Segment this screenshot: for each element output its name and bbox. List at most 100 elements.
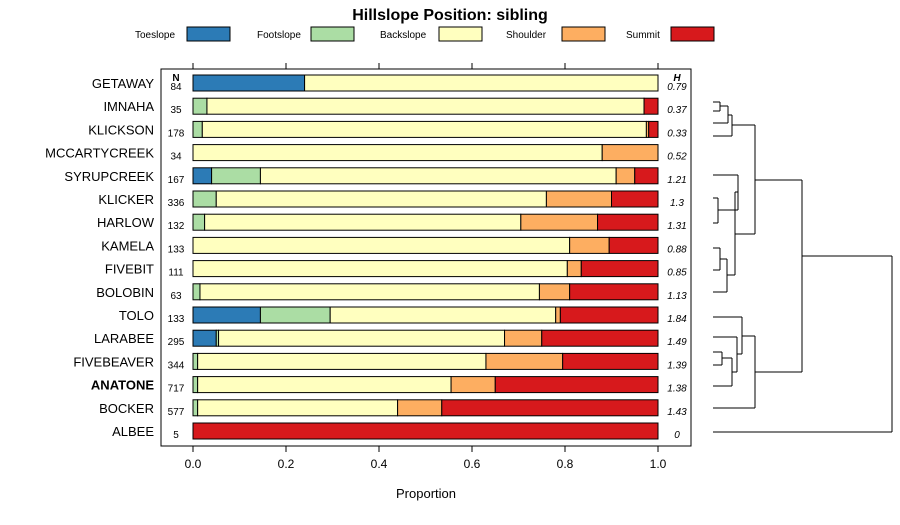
row-n: 344 <box>168 360 185 371</box>
row-h: 1.49 <box>667 337 687 348</box>
row-n: 132 <box>168 221 185 232</box>
bar-segment <box>597 213 659 231</box>
bar-segment <box>192 376 199 394</box>
legend-swatch <box>310 26 355 42</box>
bar-segment <box>566 260 582 278</box>
bar-segment <box>192 236 571 254</box>
bar-segment <box>569 283 659 301</box>
bar-segment <box>192 283 201 301</box>
bar-segment <box>520 213 599 231</box>
bar-segment <box>329 306 557 324</box>
bar-segment <box>192 190 217 208</box>
row-n: 577 <box>168 407 185 418</box>
row-h: 0.88 <box>667 244 687 255</box>
legend-swatch <box>438 26 483 42</box>
row-h: 1.13 <box>667 291 687 302</box>
bar-rows: GETAWAY 84 0.79 IMNAHA 35 0.37 KLICKSON 178 0.33… <box>45 74 687 441</box>
row-n: 84 <box>170 82 182 93</box>
bar-segment <box>218 329 506 347</box>
dendrogram-branch <box>713 247 721 271</box>
bar-segment <box>197 399 399 417</box>
bar-segment <box>494 376 659 394</box>
x-tick-label: 0.2 <box>278 457 295 471</box>
row-h: 0.52 <box>667 152 687 163</box>
bar-segment <box>304 74 659 92</box>
row-label: ALBEE <box>112 424 154 439</box>
bar-segment <box>204 213 522 231</box>
bar-segment <box>192 74 306 92</box>
row-n: 133 <box>168 244 185 255</box>
legend-label: Footslope <box>257 30 301 41</box>
bar-segment <box>545 190 613 208</box>
bar-segment <box>192 352 199 370</box>
row-label: MCCARTYCREEK <box>45 146 154 161</box>
bar-segment <box>192 120 203 138</box>
row-n: 34 <box>170 152 182 163</box>
bar-segment <box>634 167 659 185</box>
row-label: TOLO <box>119 308 154 323</box>
row-n: 63 <box>170 291 182 302</box>
bar-segment <box>562 352 659 370</box>
bar-segment <box>206 97 645 115</box>
bar-segment <box>192 422 659 440</box>
x-tick-label: 1.0 <box>650 457 667 471</box>
row-n: 336 <box>168 198 185 209</box>
row-label: KLICKER <box>98 192 154 207</box>
row-h: 1.84 <box>667 314 687 325</box>
row-h: 1.38 <box>667 384 687 395</box>
dendrogram <box>713 101 893 433</box>
row-n: 5 <box>173 430 179 441</box>
row-label: BOLOBIN <box>96 285 154 300</box>
bar-segment <box>259 306 331 324</box>
x-axis: 0.0 0.2 0.4 0.6 0.8 1.0 <box>185 63 667 471</box>
row-n: 133 <box>168 314 185 325</box>
plot-frame <box>160 68 692 447</box>
row-label: KAMELA <box>101 238 154 253</box>
bar-segment <box>601 144 659 162</box>
row-h: 0.79 <box>667 82 687 93</box>
row-n: 111 <box>168 268 184 279</box>
x-tick-label: 0.6 <box>464 457 481 471</box>
bar-segment <box>192 144 603 162</box>
bar-segment <box>192 167 213 185</box>
dendrogram-branch <box>713 197 719 224</box>
dendrogram-branch <box>755 179 803 373</box>
bar-segment <box>197 376 452 394</box>
chart-title: Hillslope Position: sibling <box>352 7 548 24</box>
dendrogram-branch <box>713 114 733 137</box>
bar-segment <box>201 120 647 138</box>
row-h: 0.33 <box>667 128 687 139</box>
dendrogram-branch <box>713 255 893 433</box>
dendrogram-branch <box>713 351 723 366</box>
bar-segment <box>259 167 617 185</box>
legend-label: Toeslope <box>135 30 175 41</box>
row-h: 1.21 <box>667 175 686 186</box>
bar-segment <box>569 236 610 254</box>
n-header: N <box>172 73 179 84</box>
bar-segment <box>441 399 659 417</box>
x-axis-title: Proportion <box>396 486 456 501</box>
bar-segment <box>192 260 568 278</box>
legend-swatch <box>561 26 606 42</box>
row-n: 35 <box>170 105 182 116</box>
bar-segment <box>611 190 659 208</box>
x-tick-label: 0.0 <box>185 457 202 471</box>
legend-label: Shoulder <box>506 30 547 41</box>
bar-segment <box>559 306 659 324</box>
bar-segment <box>615 167 636 185</box>
bar-segment <box>192 213 206 231</box>
row-h: 1.39 <box>667 360 687 371</box>
x-tick-label: 0.4 <box>371 457 388 471</box>
row-label: SYRUPCREEK <box>64 169 154 184</box>
bar-segment <box>199 283 540 301</box>
legend: Toeslope Footslope Backslope Shoulder Summit <box>135 26 715 42</box>
row-n: 717 <box>168 384 185 395</box>
bar-segment <box>504 329 543 347</box>
legend-swatch <box>670 26 715 42</box>
row-label: ANATONE <box>91 378 154 393</box>
bar-segment <box>538 283 571 301</box>
h-header: H <box>673 73 681 84</box>
bar-segment <box>648 120 659 138</box>
bar-segment <box>643 97 659 115</box>
